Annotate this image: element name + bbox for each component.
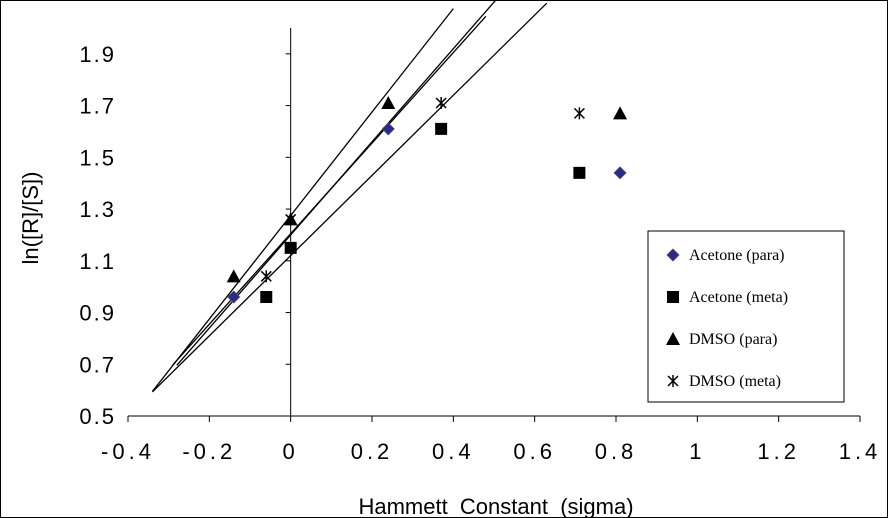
diamond-marker	[666, 248, 680, 262]
legend-label-acetone-meta: Acetone (meta)	[689, 289, 788, 306]
x-tick-label: 1.4	[839, 439, 882, 464]
x-tick-label: -0.2	[182, 439, 236, 464]
x-axis-title: Hammett Constant (sigma)	[358, 494, 633, 518]
x-tick-label: 0.4	[432, 439, 475, 464]
legend-entry-dmso-para: DMSO (para)	[666, 331, 777, 348]
x-tick-label: 1.2	[757, 439, 800, 464]
diamond-marker	[613, 166, 627, 180]
x-tick-label: 0.8	[595, 439, 638, 464]
diamond-marker	[227, 290, 241, 304]
square-marker	[573, 166, 586, 179]
legend-label-dmso-para: DMSO (para)	[689, 331, 777, 348]
y-tick-label: 1.7	[79, 94, 116, 119]
y-tick-label: 0.5	[79, 404, 116, 429]
trend-line	[151, 2, 548, 393]
square-marker	[667, 291, 679, 303]
square-marker	[284, 241, 297, 254]
trend-line	[151, 8, 454, 392]
y-tick-label: 1.1	[79, 249, 116, 274]
legend-entry-dmso-meta: DMSO (meta)	[667, 373, 781, 390]
y-tick-label: 0.9	[79, 301, 116, 326]
triangle-marker	[226, 269, 241, 283]
y-tick-label: 1.3	[79, 197, 116, 222]
x-tick-label: 0.6	[513, 439, 556, 464]
asterisk-marker	[435, 97, 447, 110]
triangle-marker	[381, 96, 396, 110]
asterisk-marker	[285, 213, 297, 226]
x-tick-label: -0.4	[101, 439, 155, 464]
legend-entry-acetone-meta: Acetone (meta)	[667, 289, 788, 306]
square-marker	[260, 291, 273, 304]
legend-label-acetone-para: Acetone (para)	[689, 247, 785, 264]
x-tick-label: 1	[689, 439, 705, 464]
y-tick-label: 1.9	[79, 42, 116, 67]
square-marker	[435, 122, 448, 135]
asterisk-marker	[260, 270, 272, 283]
legend-box	[647, 230, 845, 403]
x-tick-label: 0.2	[351, 439, 394, 464]
legend: Acetone (para) Acetone (meta) DMSO (para…	[647, 230, 845, 403]
y-tick-label: 0.7	[79, 352, 116, 377]
triangle-marker	[666, 332, 680, 345]
legend-label-dmso-meta: DMSO (meta)	[689, 373, 781, 390]
y-axis-title: ln([R]/[S])	[18, 172, 43, 265]
diamond-marker	[381, 122, 395, 136]
trend-line	[172, 15, 487, 366]
asterisk-marker	[573, 107, 585, 120]
x-tick-label: 0	[283, 439, 299, 464]
y-tick-label: 1.5	[79, 145, 116, 170]
legend-entry-acetone-para: Acetone (para)	[666, 247, 785, 264]
asterisk-marker	[667, 375, 679, 387]
triangle-marker	[613, 106, 628, 120]
